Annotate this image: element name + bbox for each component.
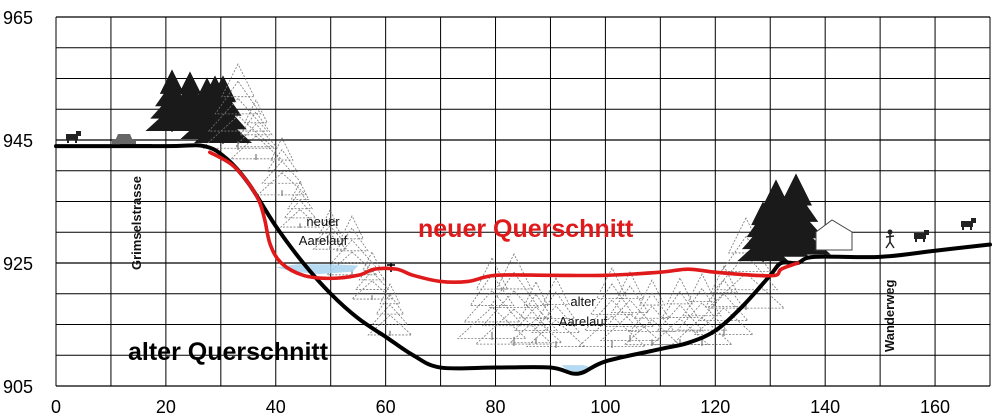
tree-icon <box>737 201 789 262</box>
tree-icon <box>367 283 413 336</box>
tree-icon <box>706 217 786 309</box>
tree-icon <box>312 209 348 250</box>
tree-icon <box>326 215 378 276</box>
new-profile-line <box>208 150 800 285</box>
tree-icon <box>693 265 755 335</box>
old-river-label-line2: Aarelauf <box>559 314 608 329</box>
cow-icon <box>914 230 929 242</box>
tree-icon <box>599 271 661 341</box>
tree-icon <box>761 173 831 255</box>
x-tick-label: 20 <box>156 397 176 417</box>
y-axis-ticks: 965 945 925 905 <box>3 8 33 397</box>
y-tick-label: 905 <box>3 377 33 397</box>
old_river-water <box>561 365 595 373</box>
x-tick-label: 120 <box>700 397 730 417</box>
grid <box>55 16 991 387</box>
x-tick-label: 160 <box>920 397 950 417</box>
y-tick-label: 945 <box>3 131 33 151</box>
road-label: Grimselstrasse <box>129 176 144 270</box>
x-tick-label: 80 <box>486 397 506 417</box>
tree-icon <box>525 277 587 347</box>
old-river-label-line1: alter <box>570 294 596 309</box>
tree-icon <box>201 63 275 149</box>
tree-icon <box>256 137 308 196</box>
cow-icon <box>961 218 976 230</box>
x-tick-label: 60 <box>376 397 396 417</box>
y-tick-label: 965 <box>3 8 33 28</box>
car-icon <box>112 134 136 144</box>
x-axis-ticks: 0 20 40 60 80 100 120 140 160 <box>51 397 950 417</box>
tree-icon <box>279 181 321 228</box>
tree-icon <box>623 279 681 346</box>
x-tick-label: 100 <box>590 397 620 417</box>
new-river-label-line2: Aarelauf <box>299 233 348 248</box>
x-tick-label: 0 <box>51 397 61 417</box>
new-section-label: neuer Querschnitt <box>418 215 634 243</box>
tree-icon <box>577 267 647 347</box>
new-river-label-line1: neuer <box>306 214 340 229</box>
y-tick-label: 925 <box>3 254 33 274</box>
trail-label: Wanderweg <box>882 279 897 352</box>
trees <box>145 63 831 348</box>
tree-icon <box>650 277 710 346</box>
old-section-label: alter Querschnitt <box>128 338 329 366</box>
hiker-icon <box>885 229 895 249</box>
tree-icon <box>474 253 554 345</box>
tree-icon <box>456 257 528 339</box>
tree-icon <box>230 99 282 160</box>
x-tick-label: 40 <box>266 397 286 417</box>
cow-icon <box>66 131 81 143</box>
hut-icon <box>815 219 853 251</box>
x-tick-label: 140 <box>810 397 840 417</box>
